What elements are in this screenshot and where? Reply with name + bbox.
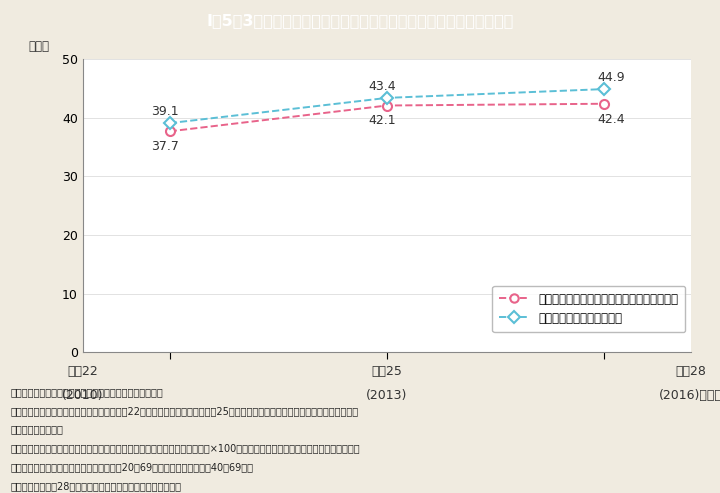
- Text: 39.1: 39.1: [151, 106, 179, 118]
- Text: がん（子宮頸がん）検診」が20～69歳，「乳がん検診」が40～69歳。: がん（子宮頸がん）検診」が20～69歳，「乳がん検診」が40～69歳。: [11, 462, 254, 472]
- Text: (2013): (2013): [366, 389, 408, 402]
- Text: 42.4: 42.4: [597, 112, 625, 126]
- Text: ３．受診率は，「検診受診者数」／「世帯人員数（入院者除く）」×100により算出。なお，対象は女性，年齢は「子宮: ３．受診率は，「検診受診者数」／「世帯人員数（入院者除く）」×100により算出。…: [11, 443, 361, 453]
- Text: (2010): (2010): [62, 389, 104, 402]
- Text: （備考）１．厚生労働省「国民生活基礎調査」より作成。: （備考）１．厚生労働省「国民生活基礎調査」より作成。: [11, 387, 163, 397]
- Text: 調査。: 調査。: [11, 424, 63, 434]
- Text: ２．子宮がん検診については，平成22年は「子宮がん検診」，平成25年以降は「子宮がん（子宮頸がん）検診」として: ２．子宮がん検診については，平成22年は「子宮がん検診」，平成25年以降は「子宮…: [11, 406, 359, 416]
- Text: I－5－3図　子宮がん（子宮頸がん）及び乳がん検診の受診率の推移: I－5－3図 子宮がん（子宮頸がん）及び乳がん検診の受診率の推移: [207, 13, 513, 28]
- Text: 43.4: 43.4: [369, 80, 397, 93]
- Text: 平成22: 平成22: [68, 365, 98, 378]
- Legend: 子宮がん（子宮頸がん）検診（過去２年間）, 乳がん検診（過去２年間）: 子宮がん（子宮頸がん）検診（過去２年間）, 乳がん検診（過去２年間）: [492, 286, 685, 332]
- Text: ４．平成28年の数値は，熊本県を除いたものである。: ４．平成28年の数値は，熊本県を除いたものである。: [11, 481, 181, 491]
- Text: 37.7: 37.7: [151, 140, 179, 153]
- Text: (2016)（年）: (2016)（年）: [660, 389, 720, 402]
- Text: （％）: （％）: [28, 40, 49, 53]
- Text: 平成28: 平成28: [676, 365, 706, 378]
- Text: 44.9: 44.9: [597, 71, 625, 84]
- Text: 42.1: 42.1: [369, 114, 397, 127]
- Text: 平成25: 平成25: [372, 365, 402, 378]
